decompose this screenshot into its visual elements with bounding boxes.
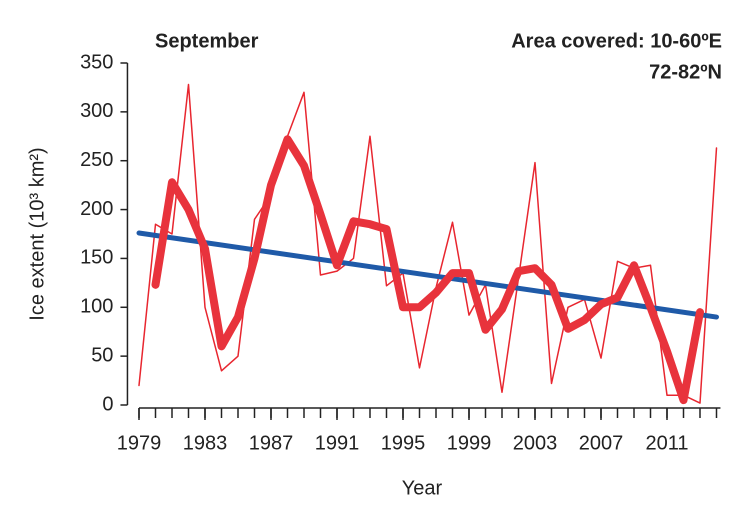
x-tick-label: 1995 [381, 432, 426, 454]
chart-title: September [155, 30, 259, 52]
x-tick-label: 1999 [447, 432, 492, 454]
y-tick-label: 100 [80, 296, 113, 318]
x-tick-label: 1983 [183, 432, 228, 454]
x-axis-label: Year [402, 477, 443, 499]
data-line [151, 135, 704, 405]
y-tick-label: 300 [80, 100, 113, 122]
x-tick-label: 1991 [315, 432, 360, 454]
y-tick-label: 150 [80, 247, 113, 269]
annotation: 72-82ºN [649, 61, 722, 83]
y-tick-label: 200 [80, 198, 113, 220]
data-line [138, 83, 718, 404]
y-tick-label: 250 [80, 149, 113, 171]
y-axis-label: Ice extent (10³ km²) [26, 147, 48, 320]
annotation: Area covered: 10-60ºE [511, 30, 722, 52]
y-tick-label: 50 [91, 344, 113, 366]
y-tick-label: 350 [80, 51, 113, 73]
x-tick-label: 2011 [645, 432, 688, 454]
x-tick-label: 1979 [117, 432, 162, 454]
data-line [136, 230, 719, 320]
y-tick-label: 0 [102, 393, 113, 415]
x-tick-label: 1987 [249, 432, 294, 454]
x-tick-label: 2003 [513, 432, 558, 454]
x-tick-label: 2007 [579, 432, 624, 454]
